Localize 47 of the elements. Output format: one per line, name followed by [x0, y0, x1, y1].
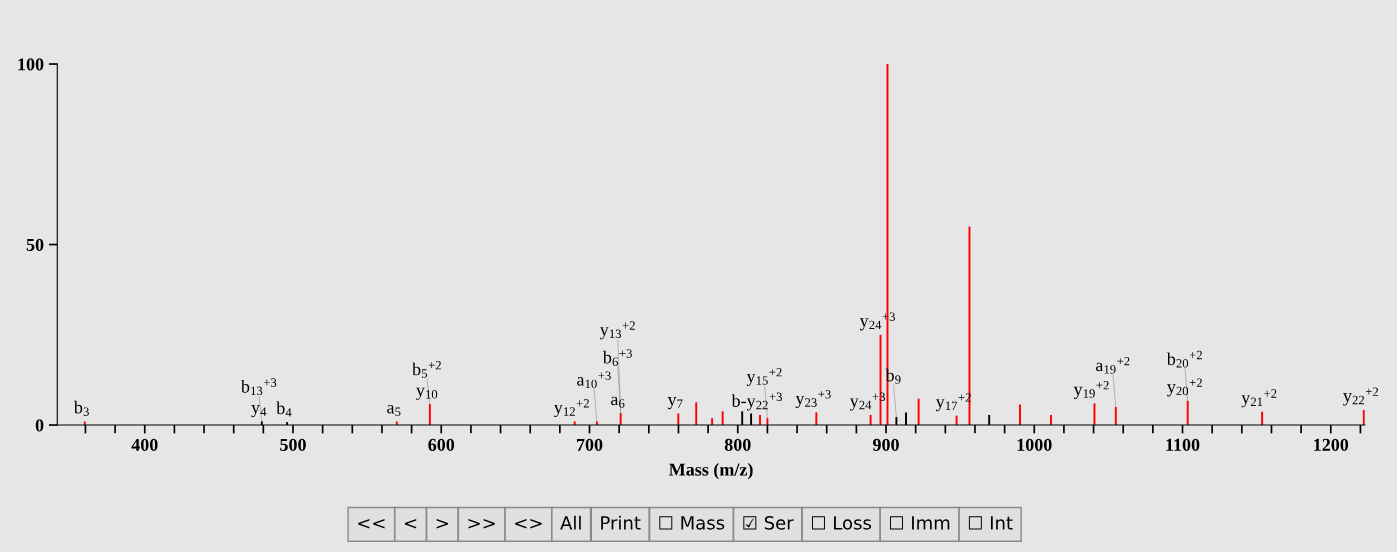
text: ☐ Loss: [811, 516, 872, 530]
x-tick-label: 600: [428, 438, 455, 451]
x-tick-label: 1200: [1314, 438, 1349, 451]
annotation: b$_{20}$$^{+2}$: [1166, 350, 1202, 368]
y-tick-label: 0: [35, 419, 44, 432]
x-tick-label: 400: [131, 438, 158, 451]
annotation: y$_{21}$$^{+2}$: [1241, 389, 1277, 408]
text: Print: [601, 515, 641, 530]
text: ☐ Imm: [890, 516, 950, 530]
annotation: a$_{10}$$^{+3}$: [577, 371, 611, 389]
x-tick-label: 700: [577, 438, 603, 451]
x-tick-label: 800: [724, 438, 751, 451]
x-tick-label: 500: [280, 438, 306, 451]
annotation: y$_{13}$$^{+2}$: [599, 321, 635, 340]
annotation: y$_{7}$: [667, 397, 683, 410]
text: >: [436, 518, 448, 529]
annotation: y$_{12}$$^{+2}$: [553, 399, 589, 418]
text: All: [560, 515, 581, 530]
annotation: b$_{5}$$^{+2}$: [412, 360, 441, 378]
x-tick-label: 1000: [1017, 438, 1052, 451]
annotation: y$_{10}$: [416, 387, 438, 400]
annotation: y$_{4}$: [251, 404, 267, 418]
annotation: b$_{13}$$^{+3}$: [240, 378, 277, 396]
annotation: b-y$_{22}$$^{+3}$: [731, 392, 782, 411]
text: <: [404, 518, 417, 529]
annotation: b$_{4}$: [276, 401, 292, 417]
x-axis-title: Mass (m/z): [669, 462, 753, 480]
annotation: y$_{23}$$^{+3}$: [795, 390, 831, 409]
x-tick-label: 900: [872, 438, 899, 451]
annotation: a$_{19}$$^{+2}$: [1095, 356, 1130, 374]
y-tick-label: 100: [18, 58, 44, 71]
annotation: a$_{5}$: [387, 404, 401, 417]
annotation: a$_{6}$: [611, 396, 625, 408]
text: ☐ Int: [968, 516, 1013, 530]
annotation: b$_{3}$: [73, 400, 89, 416]
text: ☑ Ser: [743, 515, 794, 530]
text: <>: [515, 518, 542, 529]
text: >>: [468, 518, 495, 529]
text: <<: [358, 518, 385, 529]
annotation: y$_{15}$$^{+2}$: [746, 368, 782, 387]
text: ☐ Mass: [659, 516, 725, 530]
annotation: y$_{19}$$^{+2}$: [1073, 380, 1109, 400]
annotation: y$_{20}$$^{+2}$: [1167, 378, 1202, 397]
annotation: y$_{22}$$^{+2}$: [1343, 387, 1379, 406]
y-tick-label: 50: [26, 238, 44, 251]
x-tick-label: 1100: [1166, 438, 1200, 451]
annotation: b$_{6}$$^{+3}$: [602, 349, 632, 366]
